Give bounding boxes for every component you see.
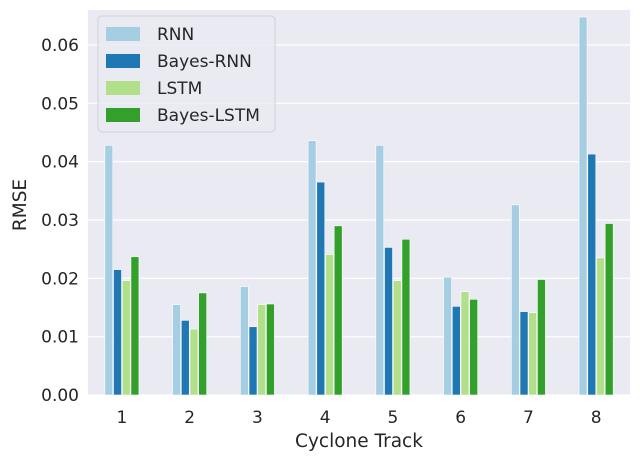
y-tick-label: 0.05: [41, 94, 79, 114]
bar-lstm-track-8: [596, 257, 605, 396]
bar-lstm-track-4: [325, 254, 334, 396]
bar-bayes-lstm-track-5: [401, 238, 411, 396]
x-tick-label: 2: [184, 408, 195, 428]
bar-bayes-lstm-track-2: [198, 292, 207, 396]
legend-swatch-bayes-rnn: [106, 54, 140, 68]
bar-bayes-lstm-track-1: [130, 256, 140, 396]
y-tick-label: 0.01: [41, 328, 79, 348]
bar-rnn-track-3: [240, 286, 249, 396]
legend: RNN Bayes-RNN LSTM Bayes-LSTM: [97, 15, 276, 133]
bar-rnn-track-2: [172, 304, 181, 396]
bar-bayes-rnn-track-3: [248, 326, 258, 396]
y-tick-label: 0.00: [41, 386, 79, 406]
bar-bayes-lstm-track-8: [604, 223, 614, 396]
legend-label: Bayes-RNN: [157, 52, 252, 72]
bar-bayes-rnn-track-4: [316, 181, 326, 396]
x-tick-label: 4: [320, 408, 331, 428]
y-tick-label: 0.06: [41, 36, 79, 56]
legend-swatch-lstm: [106, 81, 140, 95]
bar-lstm-track-7: [528, 312, 538, 396]
bar-rnn-track-6: [443, 276, 452, 396]
y-tick-label: 0.04: [41, 153, 79, 173]
x-tick-label: 8: [591, 408, 602, 428]
bar-bayes-lstm-track-7: [537, 279, 546, 396]
bar-lstm-track-5: [392, 280, 402, 396]
bar-bayes-rnn-track-7: [519, 311, 529, 396]
x-tick-label: 6: [455, 408, 466, 428]
bar-bayes-lstm-track-3: [266, 303, 275, 396]
x-tick-label: 3: [252, 408, 263, 428]
y-tick-labels: 0.00 0.01 0.02 0.03 0.04 0.05 0.06: [41, 36, 79, 406]
bar-bayes-lstm-track-4: [333, 225, 343, 396]
bar-bayes-rnn-track-8: [587, 153, 597, 396]
bar-rnn-track-4: [307, 140, 317, 396]
legend-swatch-bayes-lstm: [106, 108, 140, 122]
bars-group: [104, 16, 614, 396]
bar-lstm-track-1: [121, 280, 131, 396]
y-tick-label: 0.02: [41, 269, 79, 289]
y-axis-label: RMSE: [10, 179, 31, 231]
bar-rnn-track-8: [578, 16, 588, 396]
y-tick-label: 0.03: [41, 211, 79, 231]
bar-rnn-track-7: [511, 204, 520, 396]
x-tick-label: 7: [523, 408, 534, 428]
legend-label: Bayes-LSTM: [157, 106, 260, 126]
bar-lstm-track-3: [257, 304, 267, 396]
bar-bayes-rnn-track-1: [113, 269, 122, 396]
legend-box: [97, 15, 276, 133]
bar-lstm-track-2: [189, 328, 199, 396]
legend-label: LSTM: [157, 79, 202, 99]
bar-bayes-rnn-track-2: [180, 320, 190, 396]
x-tick-labels: 1 2 3 4 5 6 7 8: [116, 408, 601, 428]
bar-lstm-track-6: [460, 291, 470, 396]
bar-bayes-rnn-track-6: [451, 306, 461, 396]
x-tick-label: 1: [116, 408, 127, 428]
bar-rnn-track-5: [375, 145, 385, 396]
bar-rnn-track-1: [104, 145, 114, 396]
legend-swatch-rnn: [106, 27, 140, 41]
x-tick-label: 5: [387, 408, 398, 428]
x-axis-label: Cyclone Track: [295, 431, 423, 452]
legend-label: RNN: [157, 25, 194, 45]
bar-bayes-lstm-track-6: [469, 299, 478, 396]
bar-bayes-rnn-track-5: [384, 247, 393, 396]
